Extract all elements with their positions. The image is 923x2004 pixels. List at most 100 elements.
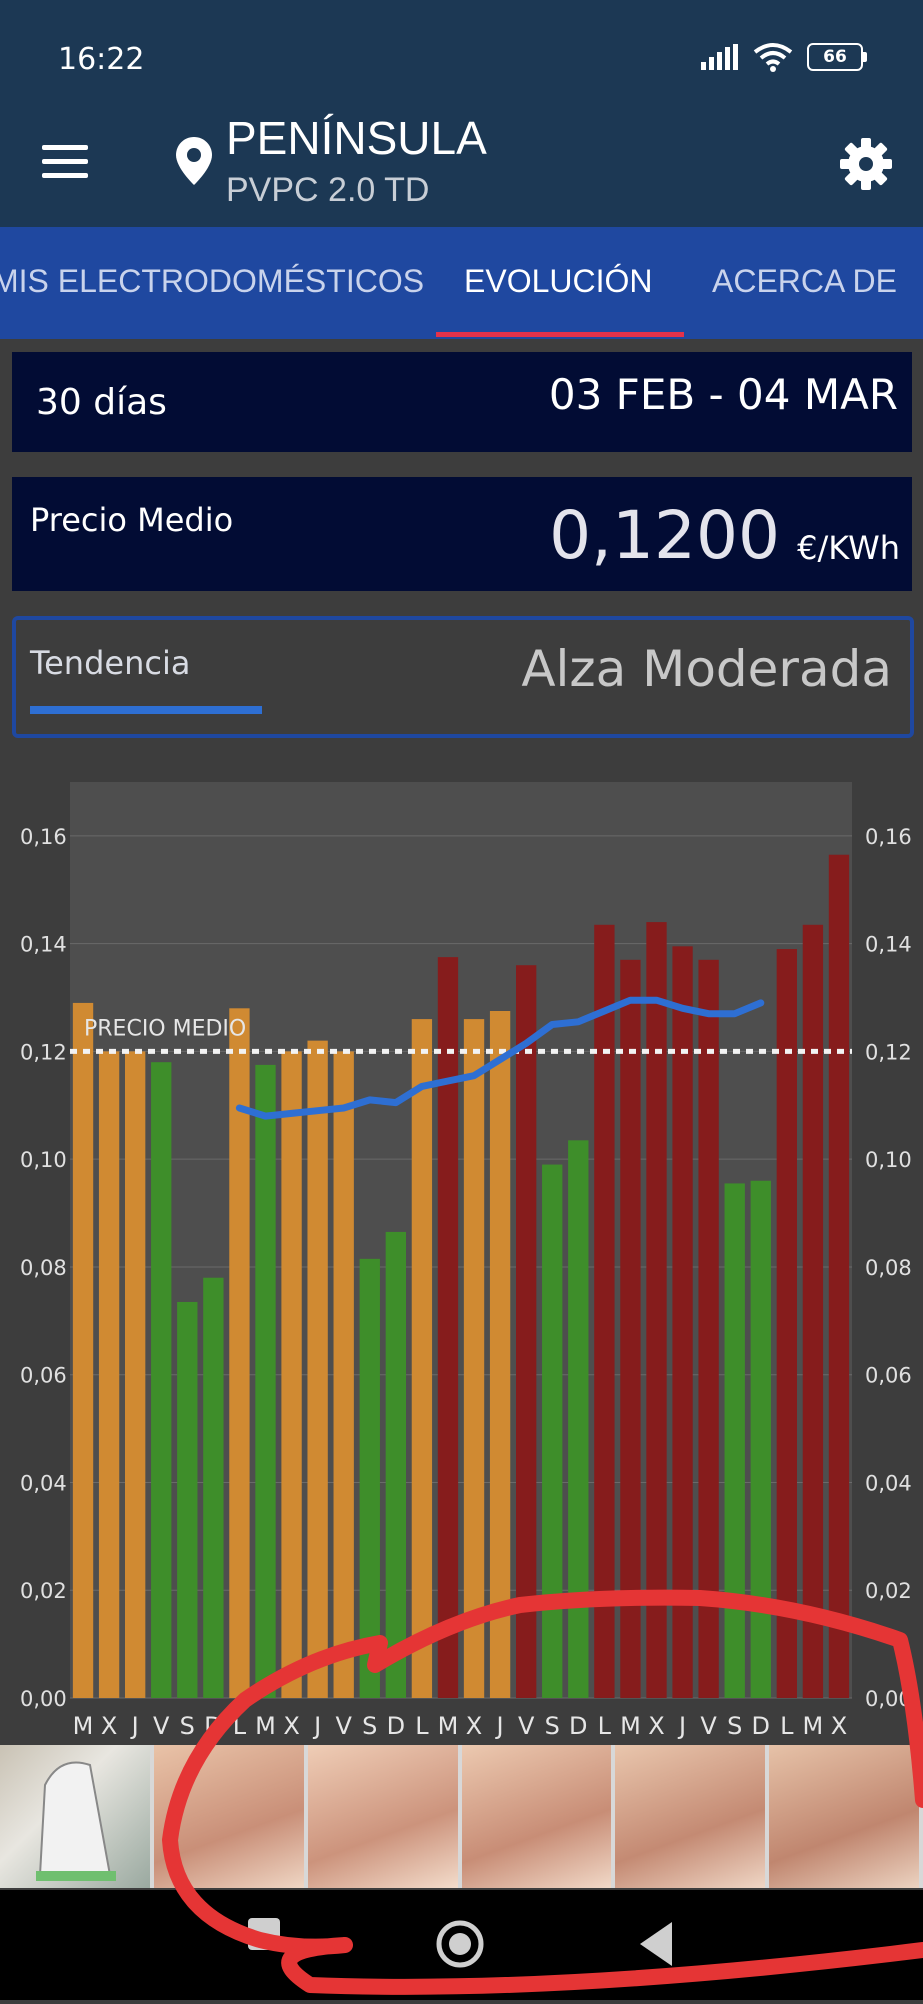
x-tick-label: D [204,1712,222,1740]
thumbnail-photo-2[interactable] [307,1745,458,1888]
range-value: 03 FEB - 04 MAR [548,370,898,419]
tab-evolution[interactable]: EVOLUCIÓN [464,263,653,299]
x-tick-label: X [283,1712,299,1740]
bar [463,1019,485,1698]
trend-line [235,996,765,1120]
bar [828,854,850,1698]
price-evolution-chart: 0,00 0,00 0,02 0,02 0,04 0,04 0,06 0,06 0,08 0,08… [20,782,912,1740]
bar [307,1040,328,1698]
x-tick-label: M [255,1712,276,1740]
bar [125,1051,146,1698]
bar [281,1051,302,1698]
bar [411,1019,433,1698]
tariff-subtitle: PVPC 2.0 TD [226,171,430,209]
y-tick-label-right: 0,10 [865,1148,912,1172]
battery-icon: 66 [807,43,867,71]
thumbnail-photo-5[interactable] [769,1745,919,1888]
bar [750,1180,771,1698]
status-time: 16:22 [58,42,145,77]
region-title: PENÍNSULA [226,112,487,164]
thumbnail-photo-4[interactable] [615,1745,766,1888]
y-tick-label-left: 0,08 [20,1256,67,1280]
square-nav-icon[interactable] [248,1918,280,1950]
bar [698,959,719,1698]
y-tick-label-left: 0,06 [20,1364,67,1388]
bar [359,1258,380,1698]
date-range-card[interactable]: 30 días 03 FEB - 04 MAR [12,352,912,452]
average-price-label: Precio Medio [30,501,234,539]
gear-icon[interactable] [839,137,893,191]
signal-icon [701,44,738,70]
trend-label: Tendencia [30,644,191,682]
y-tick-label-left: 0,04 [20,1471,67,1495]
y-tick-label-left: 0,00 [20,1687,67,1711]
y-tick-label-right: 0,14 [865,933,912,957]
x-tick-label: J [312,1712,321,1740]
x-tick-label: D [569,1712,587,1740]
x-tick-label: M [73,1712,94,1740]
y-tick-label-right: 0,02 [865,1579,912,1603]
y-tick-label-right: 0,04 [865,1471,912,1495]
average-price-card: Precio Medio 0,1200 €/KWh [12,477,912,591]
y-tick-label-left: 0,14 [20,933,67,957]
bar [255,1064,276,1698]
x-tick-label: D [387,1712,405,1740]
bar [724,1183,745,1698]
y-tick-label-left: 0,10 [20,1148,67,1172]
iron-icon [36,1761,116,1881]
tab-appliances[interactable]: MIS ELECTRODOMÉSTICOS [0,263,425,299]
trend-value: Alza Moderada [521,640,892,698]
circle-nav-icon[interactable] [436,1920,484,1968]
plot-area [70,782,852,1698]
back-nav-icon[interactable] [640,1922,672,1966]
x-tick-label: S [545,1712,560,1740]
bar [516,965,537,1698]
range-label: 30 días [36,382,167,423]
x-tick-label: L [415,1712,429,1740]
bar [776,949,797,1698]
bar [568,1140,589,1698]
x-tick-label: J [130,1712,139,1740]
trend-indicator-bar [30,706,262,714]
trend-card: Tendencia Alza Moderada [12,616,914,738]
x-tick-label: L [598,1712,612,1740]
average-price-value: 0,1200 [549,497,780,574]
x-tick-label: X [466,1712,482,1740]
x-tick-label: L [780,1712,794,1740]
battery-level: 66 [823,47,847,67]
wifi-icon [753,43,793,72]
tab-bar: MIS ELECTRODOMÉSTICOS EVOLUCIÓN ACERCA D… [0,227,923,339]
y-tick-label-right: 0,08 [865,1256,912,1280]
active-tab-indicator [436,332,684,337]
menu-icon[interactable] [42,145,88,181]
bar [98,1051,120,1698]
bar [229,1008,250,1698]
navigation-bar [0,1890,923,2000]
x-tick-label: J [677,1712,686,1740]
x-tick-label: J [495,1712,504,1740]
x-tick-label: D [752,1712,770,1740]
bar [594,924,615,1698]
thumbnail-photo-1[interactable] [154,1745,304,1888]
bar [203,1277,224,1698]
x-tick-label: S [180,1712,195,1740]
x-tick-label: X [831,1712,847,1740]
x-tick-label: M [620,1712,641,1740]
tab-about[interactable]: ACERCA DE [712,263,897,299]
status-bar: 16:22 66 [0,0,923,120]
x-tick-label: L [233,1712,247,1740]
x-tick-label: M [438,1712,459,1740]
thumbnail-strip [0,1745,923,1888]
bar [542,1164,563,1698]
location-pin-icon [176,137,212,185]
bar [646,922,667,1698]
thumbnail-iron[interactable] [0,1745,150,1888]
thumbnail-photo-3[interactable] [461,1745,612,1888]
x-tick-label: S [727,1712,742,1740]
x-tick-label: V [700,1712,717,1740]
y-tick-label-right: 0,06 [865,1364,912,1388]
x-tick-label: S [362,1712,377,1740]
y-tick-label-left: 0,12 [20,1040,67,1064]
bar [177,1301,198,1698]
bar [72,1002,94,1698]
